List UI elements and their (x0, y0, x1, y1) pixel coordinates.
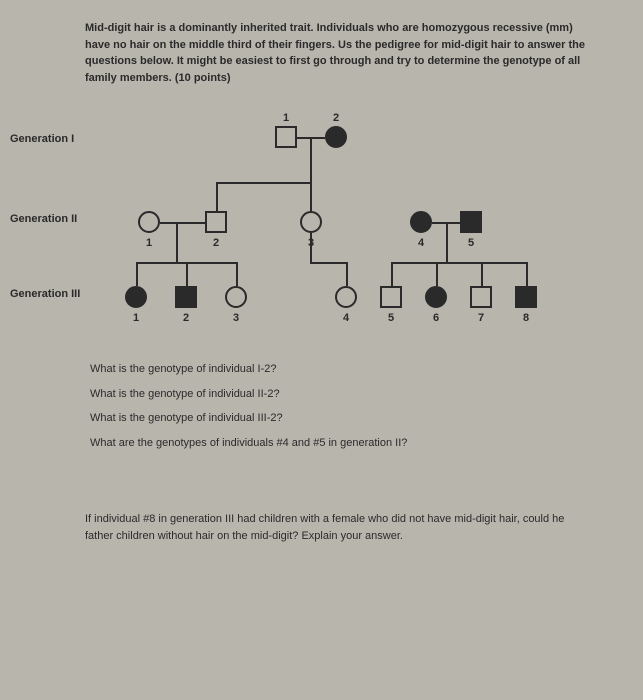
gen1-label: Generation I (10, 131, 74, 148)
question-4: What are the genotypes of individuals #4… (90, 435, 593, 452)
pedigree-square_open (470, 286, 492, 308)
pedigree-circle_fill (410, 211, 432, 233)
pedigree-number: 4 (343, 310, 349, 327)
gen2-label: Generation II (10, 211, 77, 228)
pedigree-circle_fill (125, 286, 147, 308)
pedigree-number: 7 (478, 310, 484, 327)
pedigree-circle_fill (425, 286, 447, 308)
pedigree-circle_fill (325, 126, 347, 148)
intro-text: Mid-digit hair is a dominantly inherited… (85, 20, 593, 86)
pedigree-number: 5 (388, 310, 394, 327)
questions-block: What is the genotype of individual I-2? … (90, 361, 593, 451)
pedigree-circle_open (225, 286, 247, 308)
pedigree-number: 2 (333, 110, 339, 127)
pedigree-square_open (205, 211, 227, 233)
pedigree-number: 3 (233, 310, 239, 327)
pedigree-number: 2 (213, 235, 219, 252)
pedigree-number: 5 (468, 235, 474, 252)
gen3-label: Generation III (10, 286, 80, 303)
question-1: What is the genotype of individual I-2? (90, 361, 593, 378)
pedigree-square_fill (515, 286, 537, 308)
pedigree-number: 1 (133, 310, 139, 327)
pedigree-number: 2 (183, 310, 189, 327)
pedigree-circle_open (138, 211, 160, 233)
pedigree-number: 1 (146, 235, 152, 252)
pedigree-circle_open (335, 286, 357, 308)
pedigree-diagram: Generation I Generation II Generation II… (10, 106, 593, 351)
pedigree-number: 4 (418, 235, 424, 252)
pedigree-square_open (275, 126, 297, 148)
pedigree-number: 1 (283, 110, 289, 127)
pedigree-number: 3 (308, 235, 314, 252)
pedigree-circle_open (300, 211, 322, 233)
pedigree-square_open (380, 286, 402, 308)
question-3: What is the genotype of individual III-2… (90, 410, 593, 427)
pedigree-square_fill (175, 286, 197, 308)
pedigree-number: 6 (433, 310, 439, 327)
bottom-question: If individual #8 in generation III had c… (85, 511, 593, 544)
question-2: What is the genotype of individual II-2? (90, 386, 593, 403)
pedigree-square_fill (460, 211, 482, 233)
pedigree-number: 8 (523, 310, 529, 327)
